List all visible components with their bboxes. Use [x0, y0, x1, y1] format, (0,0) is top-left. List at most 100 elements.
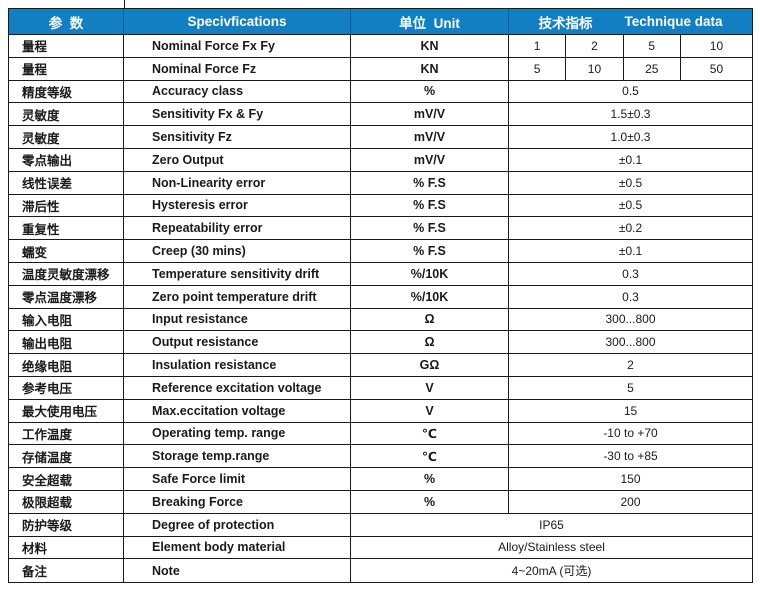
spec-name-en-cell: Operating temp. range: [124, 422, 351, 446]
value-cell: 5: [509, 377, 752, 400]
unit-cell: Ω: [351, 331, 509, 355]
unit-cell: ℃: [351, 445, 509, 469]
param-name-cn-cell: 精度等级: [9, 80, 124, 104]
value-subcell: 2: [566, 35, 624, 57]
value-cell: 1.5±0.3: [509, 103, 752, 127]
param-name-cn-cell: 温度灵敏度漂移: [9, 262, 124, 286]
spec-name-en-cell: Element body material: [124, 536, 351, 560]
table-row: 灵敏度 Sensitivity Fz mV/V 1.0±0.3: [9, 126, 752, 149]
unit-cell: %/10K: [351, 262, 509, 286]
param-name-cn-cell: 蠕变: [9, 240, 124, 263]
value-cell: ±0.5: [509, 172, 752, 195]
table-row: 参考电压 Reference excitation voltage V 5: [9, 376, 752, 400]
unit-cell: mV/V: [351, 148, 509, 172]
value-subcell: 5: [509, 57, 567, 80]
header-technique-en-label: Technique data: [624, 14, 723, 29]
specification-table: 参 数 Specivfications 单位 Unit 技术指标 Techniq…: [8, 8, 753, 583]
value-cell: ±0.5: [509, 195, 752, 218]
param-name-cn-cell: 量程: [9, 57, 124, 81]
param-name-cn-cell: 备注: [9, 559, 124, 583]
param-name-cn-cell: 防护等级: [9, 513, 124, 537]
table-header-row: 参 数 Specivfications 单位 Unit 技术指标 Techniq…: [9, 9, 752, 35]
spec-table-body: 量程 Nominal Force Fx Fy KN 1 2 5 10 量程 Nominal Fo…: [9, 35, 752, 583]
spec-name-en-cell: Creep (30 mins): [124, 240, 351, 263]
unit-cell: %/10K: [351, 285, 509, 309]
value-cell: 15: [509, 400, 752, 423]
table-row: 备注 Note 4~20mA (可选): [9, 559, 752, 583]
spec-name-en-cell: Note: [124, 559, 351, 583]
spec-name-en-cell: Max.eccitation voltage: [124, 399, 351, 423]
param-name-cn-cell: 工作温度: [9, 422, 124, 446]
value-cell: 300...800: [509, 309, 752, 332]
value-subcell: 10: [566, 57, 624, 80]
table-row: 输出电阻 Output resistance Ω 300...800: [9, 331, 752, 355]
unit-cell: % F.S: [351, 171, 509, 195]
value-subcell: 10: [709, 38, 724, 53]
value-cell: ±0.2: [509, 217, 752, 241]
value-subcell: 50: [709, 61, 724, 76]
spec-name-en-cell: Non-Linearity error: [124, 171, 351, 195]
param-name-cn-cell: 绝缘电阻: [9, 354, 124, 377]
header-parameter-cell: 参 数: [9, 9, 124, 35]
param-name-cn-cell: 输出电阻: [9, 331, 124, 355]
param-name-cn-cell: 零点输出: [9, 148, 124, 172]
param-name-cn-cell: 材料: [9, 536, 124, 560]
value-subcell: 5: [624, 35, 681, 57]
spec-name-en-cell: Sensitivity Fx & Fy: [124, 103, 351, 127]
unit-cell: %: [351, 490, 509, 514]
value-cell: 0.3: [509, 286, 752, 309]
spec-name-en-cell: Safe Force limit: [124, 468, 351, 491]
param-name-cn-cell: 灵敏度: [9, 126, 124, 149]
header-parameter-label: 参 数: [48, 15, 84, 31]
value-cell: 200: [509, 491, 752, 514]
spec-name-en-cell: Repeatability error: [124, 217, 351, 241]
table-row: 输入电阻 Input resistance Ω 300...800: [9, 308, 752, 332]
value-cell: -30 to +85: [509, 445, 752, 469]
spec-name-en-cell: Breaking Force: [124, 490, 351, 514]
value-subcell: 1: [509, 35, 567, 57]
spec-name-en-cell: Nominal Force Fz: [124, 57, 351, 81]
spec-name-en-cell: Reference excitation voltage: [124, 376, 351, 400]
spec-name-en-cell: Sensitivity Fz: [124, 126, 351, 149]
table-row: 零点输出 Zero Output mV/V ±0.1: [9, 148, 752, 172]
param-name-cn-cell: 参考电压: [9, 376, 124, 400]
param-name-cn-cell: 滞后性: [9, 194, 124, 218]
value-cell: 300...800: [509, 331, 752, 355]
unit-cell: % F.S: [351, 217, 509, 241]
table-row: 最大使用电压 Max.eccitation voltage V 15: [9, 399, 752, 423]
unit-cell: % F.S: [351, 240, 509, 263]
header-unit-label: 单位 Unit: [399, 15, 460, 31]
table-row: 极限超载 Breaking Force% 200: [9, 490, 752, 514]
value-cell: 0.5: [509, 81, 752, 104]
header-specifications-label: Specivfications: [187, 14, 287, 29]
value-cell: 0.3: [509, 263, 752, 286]
table-row: 线性误差 Non-Linearity error% F.S ±0.5: [9, 171, 752, 195]
param-name-cn-cell: 极限超载: [9, 490, 124, 514]
unit-cell: V: [351, 376, 509, 400]
merged-value-cell: 4~20mA (可选): [511, 564, 592, 579]
spec-name-en-cell: Insulation resistance: [124, 354, 351, 377]
table-row: 材料 Element body material Alloy/Stainless s…: [9, 536, 752, 560]
unit-cell: ℃: [351, 422, 509, 446]
table-row: 绝缘电阻 Insulation resistance GΩ 2: [9, 354, 752, 377]
unit-cell: V: [351, 399, 509, 423]
merged-value-cell: IP65: [351, 514, 752, 537]
table-row: 量程 Nominal Force Fx Fy KN 1 2 5 10: [9, 35, 752, 58]
spec-name-en-cell: Temperature sensitivity drift: [124, 262, 351, 286]
table-row: 滞后性 Hysteresis error% F.S ±0.5: [9, 194, 752, 218]
spec-name-en-cell: Storage temp.range: [124, 445, 351, 469]
unit-cell: Ω: [351, 308, 509, 332]
value-cell: 2: [509, 354, 752, 377]
table-row: 存储温度 Storage temp.range ℃ -30 to +85: [9, 445, 752, 469]
spec-name-en-cell: Zero point temperature drift: [124, 285, 351, 309]
table-row: 精度等级 Accuracy class% 0.5: [9, 80, 752, 104]
unit-cell: % F.S: [351, 194, 509, 218]
unit-cell: KN: [351, 57, 509, 81]
table-row: 温度灵敏度漂移 Temperature sensitivity drift %/10…: [9, 262, 752, 286]
param-name-cn-cell: 最大使用电压: [9, 399, 124, 423]
table-row: 灵敏度 Sensitivity Fx & Fy mV/V 1.5±0.3: [9, 103, 752, 127]
stray-tick-mark: [124, 0, 125, 9]
unit-cell: %: [351, 468, 509, 491]
param-name-cn-cell: 量程: [9, 35, 124, 58]
